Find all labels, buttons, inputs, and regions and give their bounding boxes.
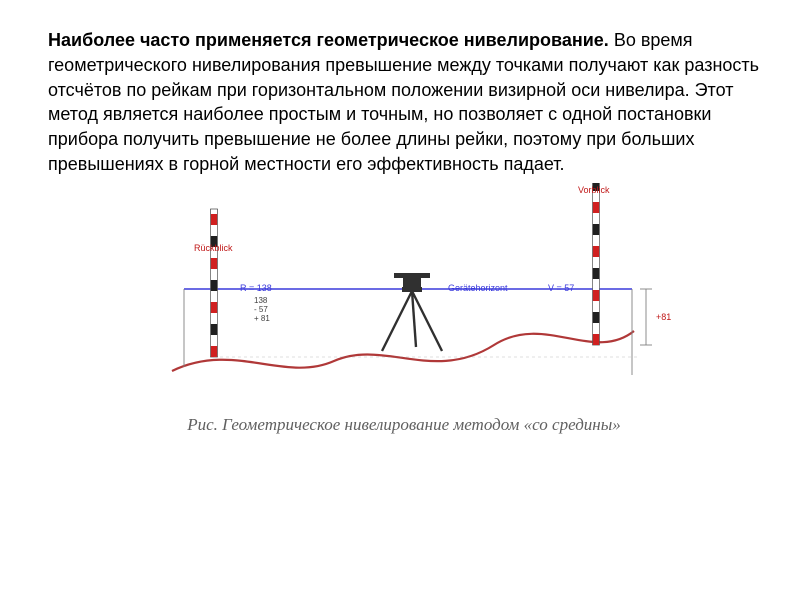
- delta-label: +81: [656, 312, 671, 322]
- paragraph: Наиболее часто применяется геометрическо…: [48, 28, 760, 177]
- paragraph-bold: Наиболее часто применяется геометрическо…: [48, 30, 609, 50]
- diagram: Rückblick Vorblick Gerätehorizont R = 13…: [124, 183, 684, 413]
- front-rod-label: Vorblick: [578, 185, 610, 195]
- front-reading-label: V = 57: [548, 283, 574, 293]
- reading-list: 138- 57+ 81: [254, 297, 270, 323]
- back-reading-label: R = 138: [240, 283, 272, 293]
- leveling-diagram-svg: [124, 183, 684, 413]
- horizon-label: Gerätehorizont: [448, 283, 508, 293]
- paragraph-rest: Во время геометрического нивелирования п…: [48, 30, 759, 174]
- diagram-caption: Рис. Геометрическое нивелирование методо…: [48, 415, 760, 435]
- back-rod-label: Rückblick: [194, 243, 233, 253]
